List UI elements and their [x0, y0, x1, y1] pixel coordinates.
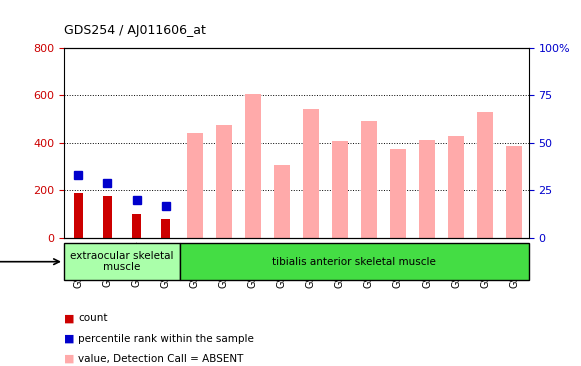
Bar: [448, 136, 464, 238]
Bar: [332, 141, 348, 238]
Bar: [361, 122, 377, 238]
Bar: [64, 243, 180, 280]
Bar: [103, 196, 112, 238]
Bar: [477, 112, 493, 238]
Bar: [132, 214, 141, 238]
Text: value, Detection Call = ABSENT: value, Detection Call = ABSENT: [78, 354, 244, 364]
Bar: [419, 140, 435, 238]
Bar: [245, 94, 261, 238]
Text: extraocular skeletal
muscle: extraocular skeletal muscle: [70, 251, 174, 273]
Text: ■: ■: [64, 354, 74, 364]
Bar: [216, 125, 232, 238]
Text: ■: ■: [64, 313, 74, 324]
Text: GDS254 / AJ011606_at: GDS254 / AJ011606_at: [64, 24, 206, 37]
Bar: [180, 243, 529, 280]
Bar: [187, 133, 203, 238]
Text: tibialis anterior skeletal muscle: tibialis anterior skeletal muscle: [272, 257, 436, 267]
Bar: [74, 193, 83, 238]
Text: percentile rank within the sample: percentile rank within the sample: [78, 333, 254, 344]
Bar: [274, 165, 290, 238]
Bar: [303, 109, 319, 238]
Bar: [162, 219, 170, 238]
Bar: [506, 146, 522, 238]
Text: ■: ■: [64, 333, 74, 344]
Bar: [390, 149, 406, 238]
Text: count: count: [78, 313, 108, 324]
